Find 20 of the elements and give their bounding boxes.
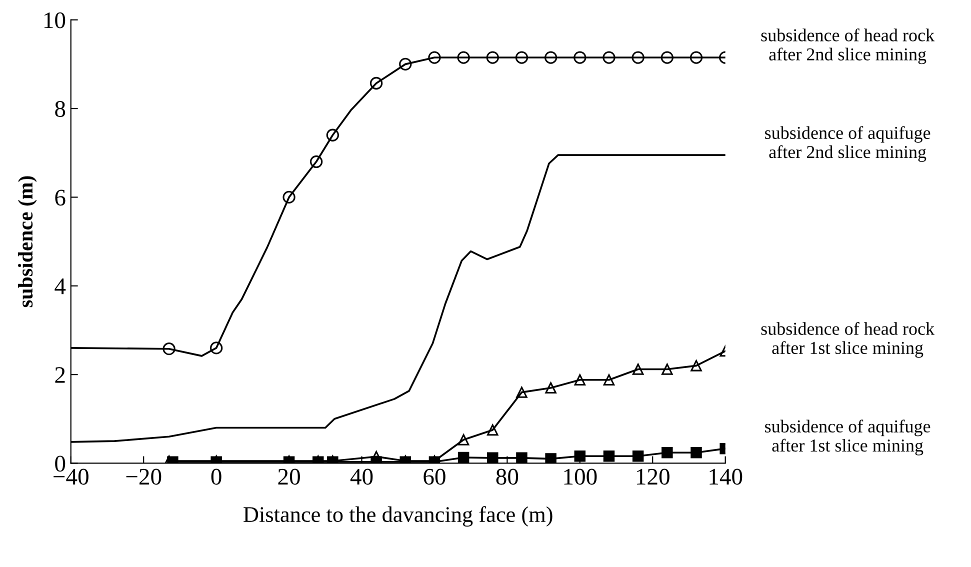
x-tick-label: 0: [211, 468, 222, 485]
y-tick-label: 10: [44, 12, 66, 28]
x-tick-label: 40: [350, 468, 373, 485]
x-tick-label: 60: [424, 468, 446, 485]
series-label: subsidence of aquifuge after 1st slice mining: [765, 420, 930, 456]
x-axis-title: Distance to the davancing face (m): [244, 506, 552, 527]
y-axis-title: subsidence (m): [18, 176, 37, 308]
y-tick-label: 4: [54, 278, 66, 294]
x-tick-label: 20: [278, 468, 300, 485]
x-tick-label: 140: [710, 468, 742, 485]
y-tick-label: 6: [55, 190, 66, 206]
series-label: subsidence of head rock after 2nd slice mining: [761, 28, 935, 64]
text: subsidence of aquifuge after 2nd slice mining: [765, 126, 930, 162]
x-tick-label: 100: [564, 468, 597, 485]
y-tick-label: 2: [55, 367, 65, 383]
series-label: subsidence of head rock after 1st slice mining: [761, 322, 935, 358]
x-tick-label: −20: [126, 468, 162, 485]
x-tick-label: 120: [636, 468, 670, 485]
y-tick-label: 8: [55, 101, 66, 117]
x-tick-label: 80: [496, 468, 518, 485]
